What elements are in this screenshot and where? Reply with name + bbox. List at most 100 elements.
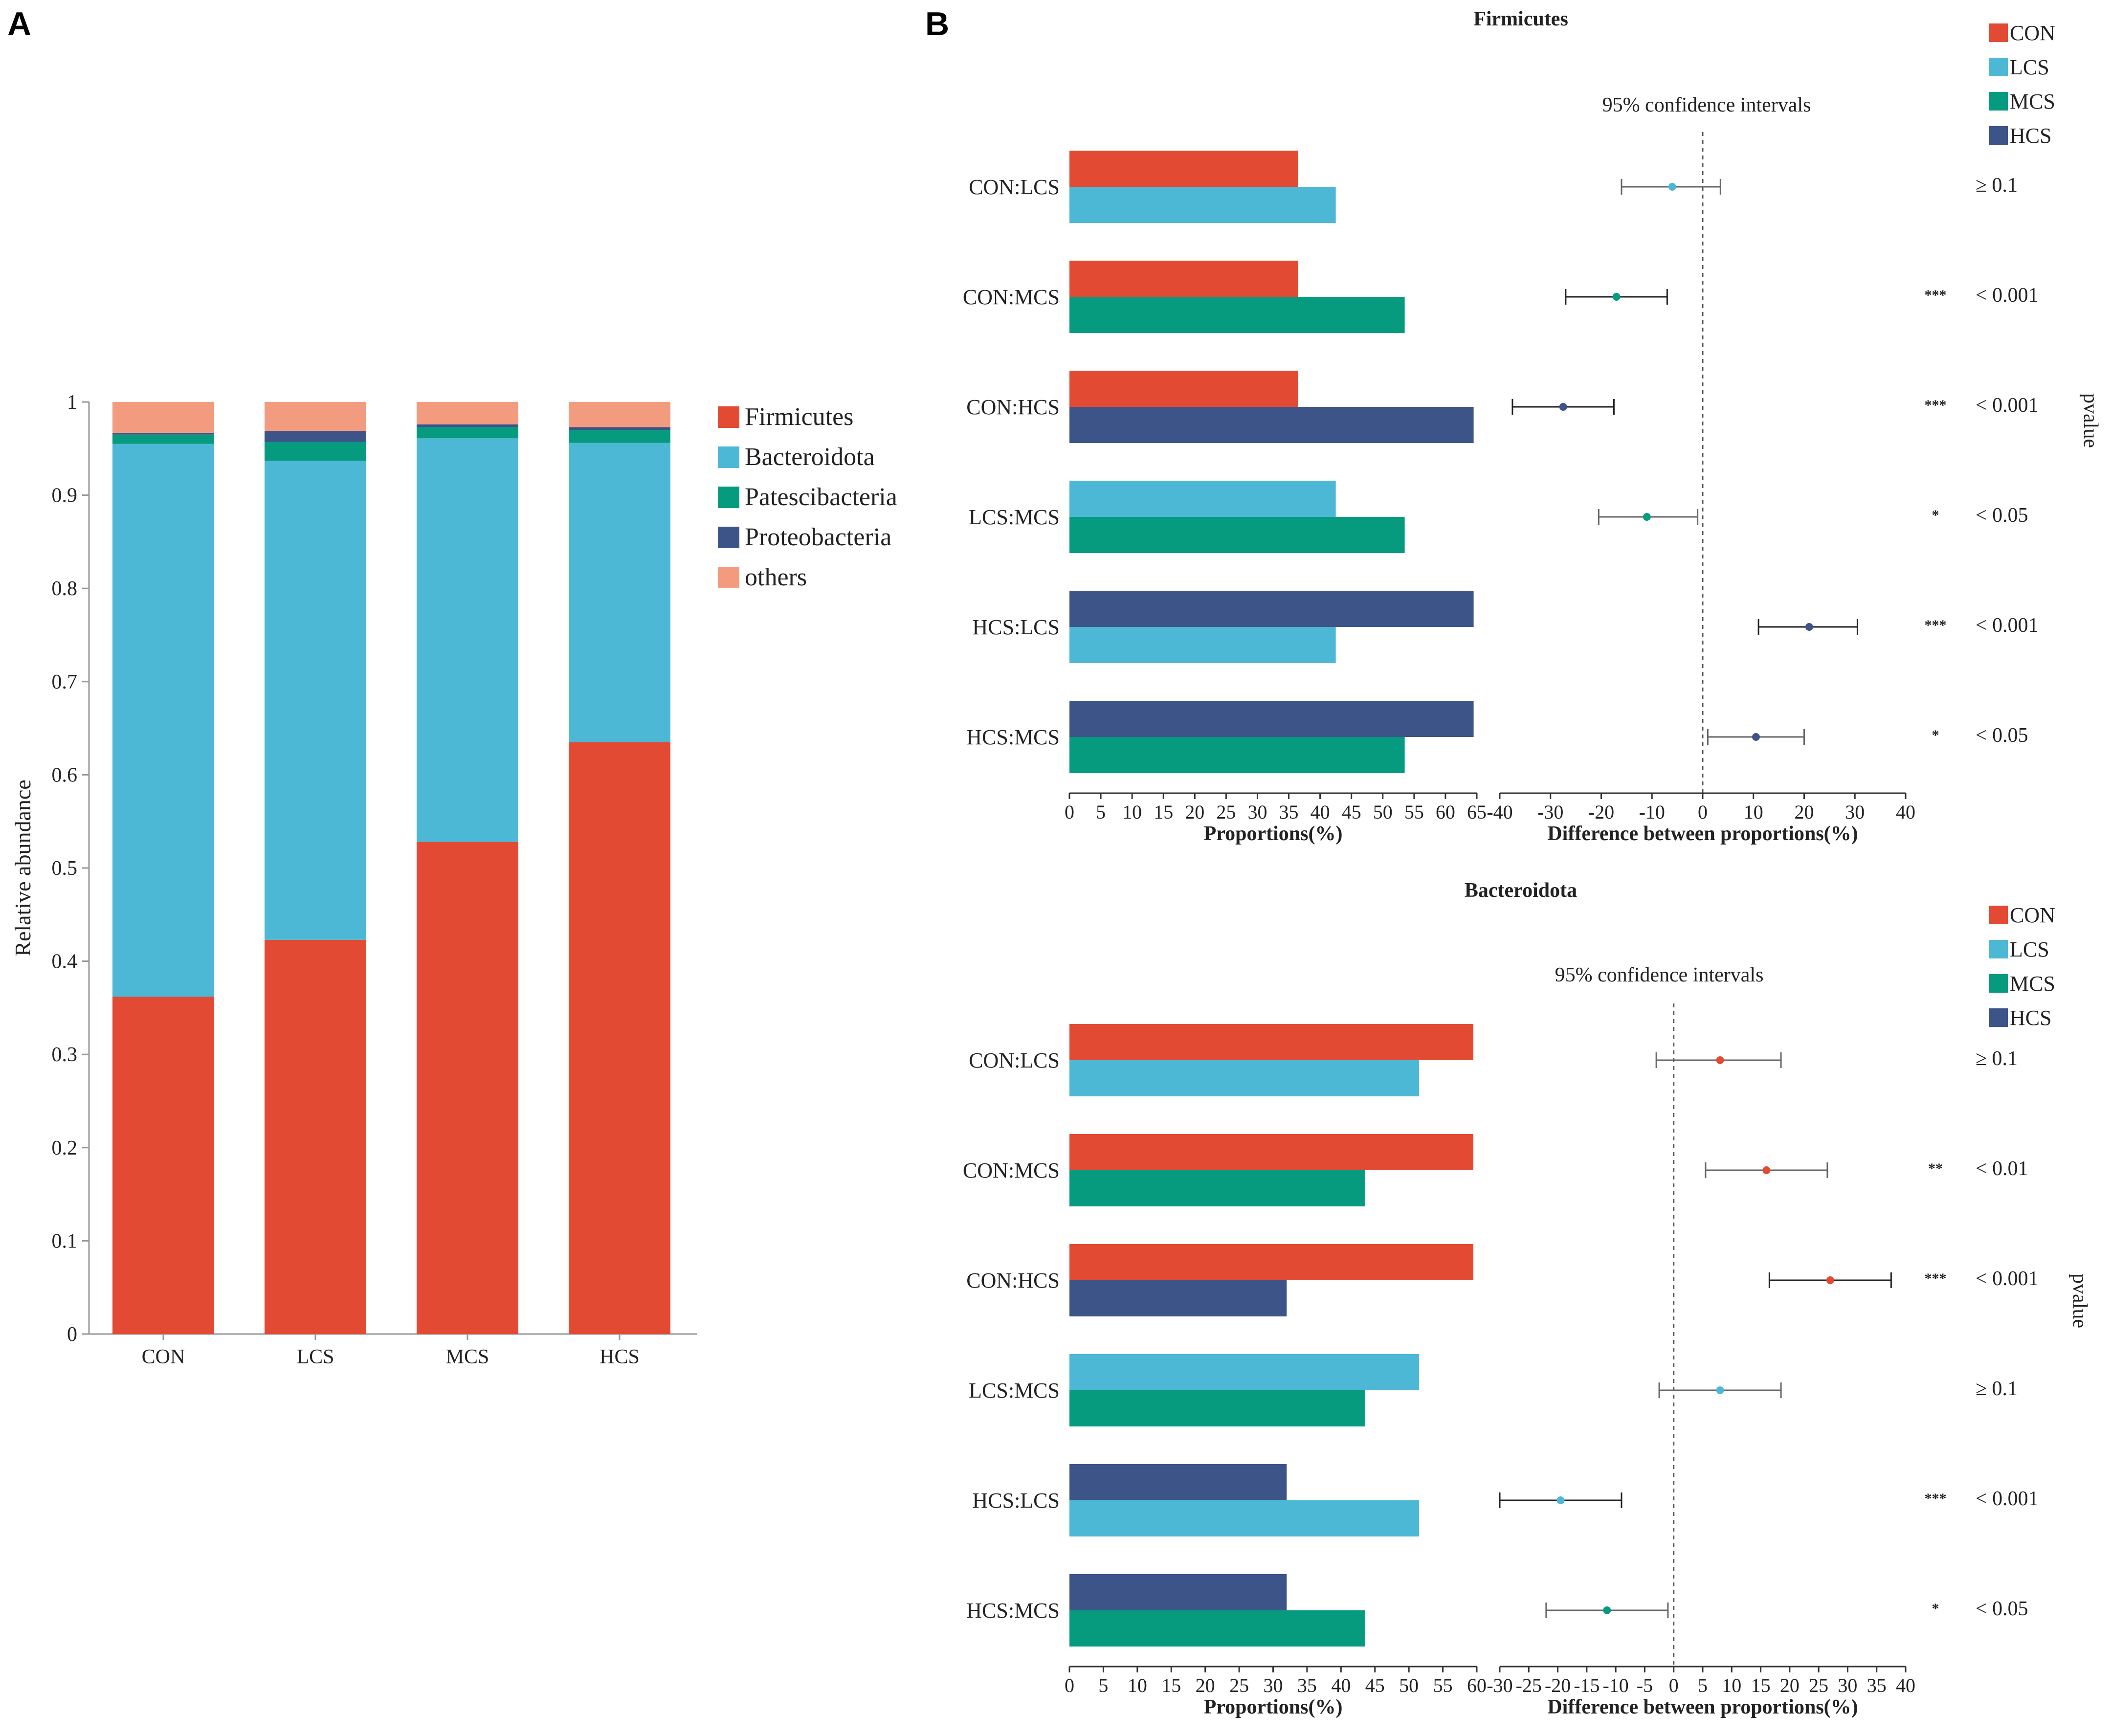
bar-hcs-others — [569, 402, 670, 427]
stacked-bar-chart: 0 0.1 0.2 0.3 0.4 0.5 0.6 0.7 0.8 0.9 1 Relative ab… — [10, 391, 897, 1368]
comparison-label: CON:MCS — [963, 285, 1060, 309]
proportion-tick-label: 20 — [1196, 1674, 1215, 1696]
legend-swatch-con — [1989, 906, 2008, 924]
comparison-label: LCS:MCS — [969, 505, 1060, 529]
y-tick-label: 0.2 — [52, 1137, 78, 1159]
proportion-tick-label: 55 — [1433, 1674, 1453, 1696]
comparison-label: HCS:MCS — [966, 725, 1060, 749]
proportion-tick-label: 30 — [1264, 1674, 1283, 1696]
proportion-tick-label: 65 — [1467, 801, 1487, 823]
bar-con-proteobacteria — [112, 432, 214, 435]
difference-tick-label: 20 — [1780, 1674, 1800, 1696]
significance-stars: *** — [1925, 1491, 1947, 1507]
comparison-label: CON:MCS — [963, 1158, 1060, 1182]
proportion-bar-con — [1069, 1024, 1474, 1060]
proportion-tick-label: 25 — [1229, 1674, 1249, 1696]
y-tick-label: 0 — [67, 1323, 77, 1346]
y-tick-label: 0.7 — [52, 671, 78, 693]
significance-stars: *** — [1925, 1270, 1947, 1287]
proportion-tick-label: 0 — [1065, 1674, 1074, 1696]
difference-tick-label: -30 — [1537, 801, 1563, 823]
difference-tick-label: -5 — [1637, 1674, 1653, 1696]
p-value-label: ≥ 0.1 — [1976, 174, 2018, 197]
difference-tick-label: 0 — [1669, 1674, 1679, 1696]
legend-swatch-bacteroidota — [718, 446, 739, 468]
proportion-tick-label: 25 — [1216, 801, 1236, 823]
proportion-tick-label: 10 — [1128, 1674, 1147, 1696]
proportion-tick-label: 30 — [1247, 801, 1267, 823]
legend-label: LCS — [2010, 937, 2049, 961]
p-value-label: < 0.001 — [1976, 1488, 2039, 1510]
legend-label: Bacteroidota — [745, 443, 875, 471]
difference-point — [1752, 733, 1760, 741]
difference-tick-label: -20 — [1545, 1674, 1571, 1696]
proportion-tick-label: 45 — [1342, 801, 1361, 823]
legend-swatch-mcs — [1989, 974, 2008, 993]
proportion-tick-label: 5 — [1098, 1674, 1108, 1696]
difference-point — [1716, 1056, 1724, 1064]
y-tick-label: 0.9 — [52, 485, 78, 507]
difference-point — [1556, 1496, 1565, 1504]
bar-mcs-others — [417, 402, 518, 424]
legend-swatch-lcs — [1989, 940, 2008, 958]
bar-con-others — [112, 402, 214, 433]
y-axis-title: Relative abundance — [10, 779, 35, 956]
legend-swatch-lcs — [1989, 58, 2008, 76]
difference-tick-label: 40 — [1896, 801, 1915, 823]
difference-tick-label: 40 — [1896, 1674, 1915, 1696]
proportion-bar-mcs — [1069, 1390, 1365, 1426]
bar-mcs-bacteroidota — [417, 438, 518, 842]
legend-label: Patescibacteria — [745, 483, 897, 511]
proportion-tick-label: 45 — [1365, 1674, 1385, 1696]
difference-tick-label: -25 — [1516, 1674, 1542, 1696]
significance-stars: *** — [1925, 287, 1947, 303]
proportion-bar-hcs — [1069, 1464, 1287, 1500]
panel-label-a: A — [7, 5, 31, 43]
significance-stars: * — [1932, 507, 1939, 523]
ci-title: 95% confidence intervals — [1602, 94, 1811, 116]
proportion-bar-con — [1069, 371, 1298, 407]
y-tick-label: 0.5 — [52, 857, 78, 880]
difference-tick-label: 30 — [1838, 1674, 1857, 1696]
difference-tick-label: -10 — [1639, 801, 1665, 823]
proportion-tick-label: 20 — [1185, 801, 1204, 823]
comparison-label: CON:HCS — [966, 395, 1060, 419]
proportion-bar-mcs — [1069, 737, 1405, 773]
difference-tick-label: 35 — [1867, 1674, 1887, 1696]
proportion-bar-hcs — [1069, 407, 1474, 443]
bar-hcs-patescibacteria — [569, 430, 670, 443]
proportion-bar-lcs — [1069, 1500, 1419, 1536]
proportion-bar-lcs — [1069, 627, 1336, 663]
proportion-tick-label: 35 — [1279, 801, 1299, 823]
difference-point — [1762, 1166, 1771, 1174]
proportion-tick-label: 40 — [1331, 1674, 1351, 1696]
proportion-bar-mcs — [1069, 1610, 1365, 1647]
x-tick-label: HCS — [600, 1346, 640, 1368]
proportion-bar-hcs — [1069, 701, 1474, 737]
proportion-bar-hcs — [1069, 591, 1474, 627]
pvalue-axis-title: pvalue — [2068, 1273, 2091, 1328]
bar-hcs-proteobacteria — [569, 427, 670, 430]
proportion-bar-lcs — [1069, 1060, 1419, 1096]
difference-point — [1643, 513, 1651, 521]
difference-tick-label: -20 — [1588, 801, 1614, 823]
proportion-tick-label: 50 — [1399, 1674, 1419, 1696]
difference-tick-label: 10 — [1744, 801, 1763, 823]
proportion-bar-con — [1069, 151, 1298, 187]
difference-tick-label: -15 — [1574, 1674, 1600, 1696]
pvalue-axis-title: pvalue — [2079, 393, 2102, 448]
comparison-label: HCS:LCS — [972, 1489, 1060, 1513]
legend-label: HCS — [2010, 124, 2052, 148]
difference-point — [1559, 403, 1567, 411]
legend-label: Proteobacteria — [745, 523, 891, 551]
proportion-bar-hcs — [1069, 1280, 1287, 1316]
legend-swatch-hcs — [1989, 1008, 2008, 1027]
difference-tick-label: -30 — [1487, 1674, 1512, 1696]
difference-point — [1716, 1386, 1724, 1394]
bar-lcs-patescibacteria — [265, 442, 366, 461]
legend-label: HCS — [2010, 1006, 2052, 1030]
x-tick-label: CON — [142, 1346, 185, 1368]
p-value-label: ≥ 0.1 — [1976, 1378, 2018, 1400]
legend-swatch-firmicutes — [718, 406, 739, 428]
